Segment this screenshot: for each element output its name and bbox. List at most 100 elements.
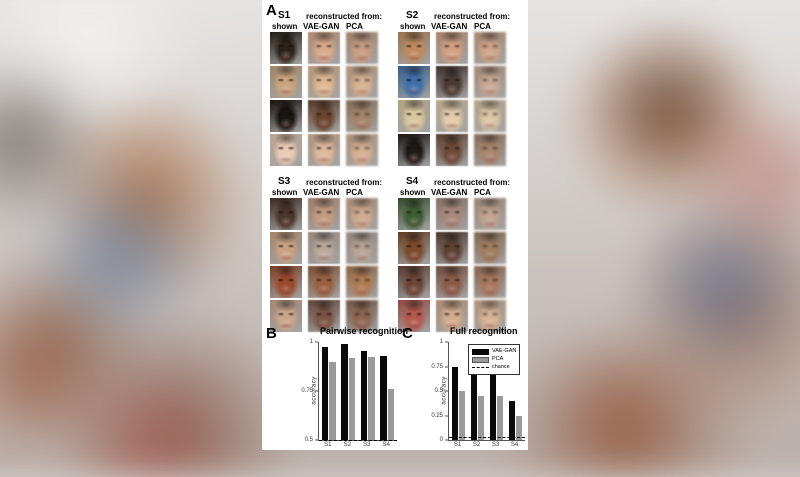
face-thumbnail — [436, 32, 468, 64]
face-grid-s4 — [398, 198, 506, 332]
face-thumbnail — [346, 300, 378, 332]
y-axis-tick-label: 0.75 — [301, 388, 313, 394]
chance-level-line — [449, 437, 525, 439]
bar-vae-gan-s3 — [489, 371, 497, 440]
column-header-pca: PCA — [346, 22, 363, 31]
panel-letter-b: B — [266, 325, 277, 342]
face-thumbnail — [346, 100, 378, 132]
face-thumbnail — [474, 134, 506, 166]
legend-label: VAE-GAN — [492, 347, 517, 354]
face-thumbnail — [270, 266, 302, 298]
bar-pca-s2 — [477, 395, 485, 440]
column-header-pca: PCA — [474, 22, 491, 31]
face-grid-s2 — [398, 32, 506, 166]
y-axis-tick-mark — [315, 439, 318, 441]
x-axis-tick-label: S3 — [363, 442, 371, 448]
x-axis-tick-label: S4 — [510, 442, 519, 448]
face-thumbnail — [308, 232, 340, 264]
face-thumbnail — [270, 66, 302, 98]
column-header-shown: shown — [400, 188, 426, 197]
face-thumbnail — [346, 66, 378, 98]
legend-swatch — [472, 367, 489, 368]
face-thumbnail — [398, 266, 430, 298]
face-thumbnail — [398, 198, 430, 230]
face-thumbnail — [436, 66, 468, 98]
bar-pca-s1 — [458, 391, 466, 440]
subject-label-s4: S4 — [406, 176, 419, 187]
y-axis-tick-mark — [445, 390, 448, 392]
face-thumbnail — [346, 134, 378, 166]
reconstructed-from-label: reconstructed from: — [434, 178, 511, 187]
x-axis-tick-label: S2 — [472, 442, 481, 448]
y-axis-tick-mark — [315, 341, 318, 343]
face-thumbnail — [270, 32, 302, 64]
legend-swatch — [472, 348, 489, 355]
y-axis-tick-label: 1 — [439, 339, 443, 345]
bar-vae-gan-s4 — [508, 400, 516, 440]
face-grid-s1 — [270, 32, 378, 166]
y-axis-label: accuracy — [440, 376, 448, 405]
face-thumbnail — [346, 232, 378, 264]
face-thumbnail — [398, 300, 430, 332]
column-header-pca: PCA — [474, 188, 491, 197]
panel-letter-c: C — [402, 325, 413, 342]
column-header-pca: PCA — [346, 188, 363, 197]
face-thumbnail — [474, 198, 506, 230]
y-axis-tick-label: 0.75 — [431, 363, 443, 370]
bar-vae-gan-s1 — [451, 366, 459, 440]
face-thumbnail — [308, 266, 340, 298]
y-axis-tick-mark — [445, 341, 448, 343]
y-axis-tick-mark — [315, 390, 318, 392]
face-thumbnail — [308, 198, 340, 230]
face-thumbnail — [436, 198, 468, 230]
subject-label-s3: S3 — [278, 176, 291, 187]
y-axis-tick-label: 0.5 — [434, 388, 443, 394]
y-axis-tick-label: 0.5 — [304, 437, 313, 443]
face-thumbnail — [308, 300, 340, 332]
bar-pca-s2 — [348, 357, 356, 440]
face-thumbnail — [474, 232, 506, 264]
y-axis-tick-mark — [445, 439, 448, 441]
subject-label-s2: S2 — [406, 10, 419, 21]
face-thumbnail — [308, 66, 340, 98]
face-thumbnail — [346, 266, 378, 298]
legend-swatch — [472, 356, 489, 363]
face-thumbnail — [436, 266, 468, 298]
x-axis-tick-label: S2 — [343, 442, 351, 448]
bar-pca-s4 — [515, 415, 523, 440]
chart-legend: VAE-GAN PCA chance — [468, 344, 521, 375]
face-thumbnail — [436, 134, 468, 166]
face-thumbnail — [436, 100, 468, 132]
plot-area — [318, 342, 397, 441]
bar-pca-s3 — [496, 395, 504, 440]
column-header-vae-gan: VAE-GAN — [431, 188, 468, 197]
x-axis-tick-label: S1 — [324, 442, 332, 448]
column-header-vae-gan: VAE-GAN — [303, 188, 340, 197]
plot-area — [448, 342, 525, 441]
face-thumbnail — [436, 300, 468, 332]
figure-canvas: A S1 reconstructed from: shown VAE-GAN PCA S2… — [262, 0, 528, 450]
face-thumbnail — [398, 100, 430, 132]
bar-pca-s4 — [387, 389, 395, 440]
bar-vae-gan-s2 — [470, 366, 478, 440]
face-grid-s3 — [270, 198, 378, 332]
panel-letter-a: A — [266, 2, 277, 19]
face-thumbnail — [270, 198, 302, 230]
face-thumbnail — [474, 32, 506, 64]
face-thumbnail — [398, 32, 430, 64]
reconstructed-from-label: reconstructed from: — [306, 178, 383, 187]
face-thumbnail — [346, 32, 378, 64]
legend-label: PCA — [492, 355, 504, 362]
chart-pairwise-recognition: Pairwise recognition 0.5 0.75 1 S1 S2 S3 S4 accu… — [280, 326, 408, 448]
y-axis-tick-label: 0 — [439, 437, 443, 443]
y-axis-tick-label: 0.25 — [431, 412, 443, 419]
face-thumbnail — [398, 66, 430, 98]
face-thumbnail — [474, 100, 506, 132]
chart-full-recognition: Full recognition 0 0.25 0.5 0.75 1 S1 S2 S3 S4 acc… — [414, 326, 526, 448]
chart-title: Pairwise recognition — [320, 326, 409, 336]
face-thumbnail — [398, 134, 430, 166]
bar-vae-gan-s1 — [321, 346, 329, 440]
face-thumbnail — [436, 232, 468, 264]
bar-vae-gan-s2 — [341, 343, 348, 440]
y-axis-tick-mark — [445, 415, 448, 416]
